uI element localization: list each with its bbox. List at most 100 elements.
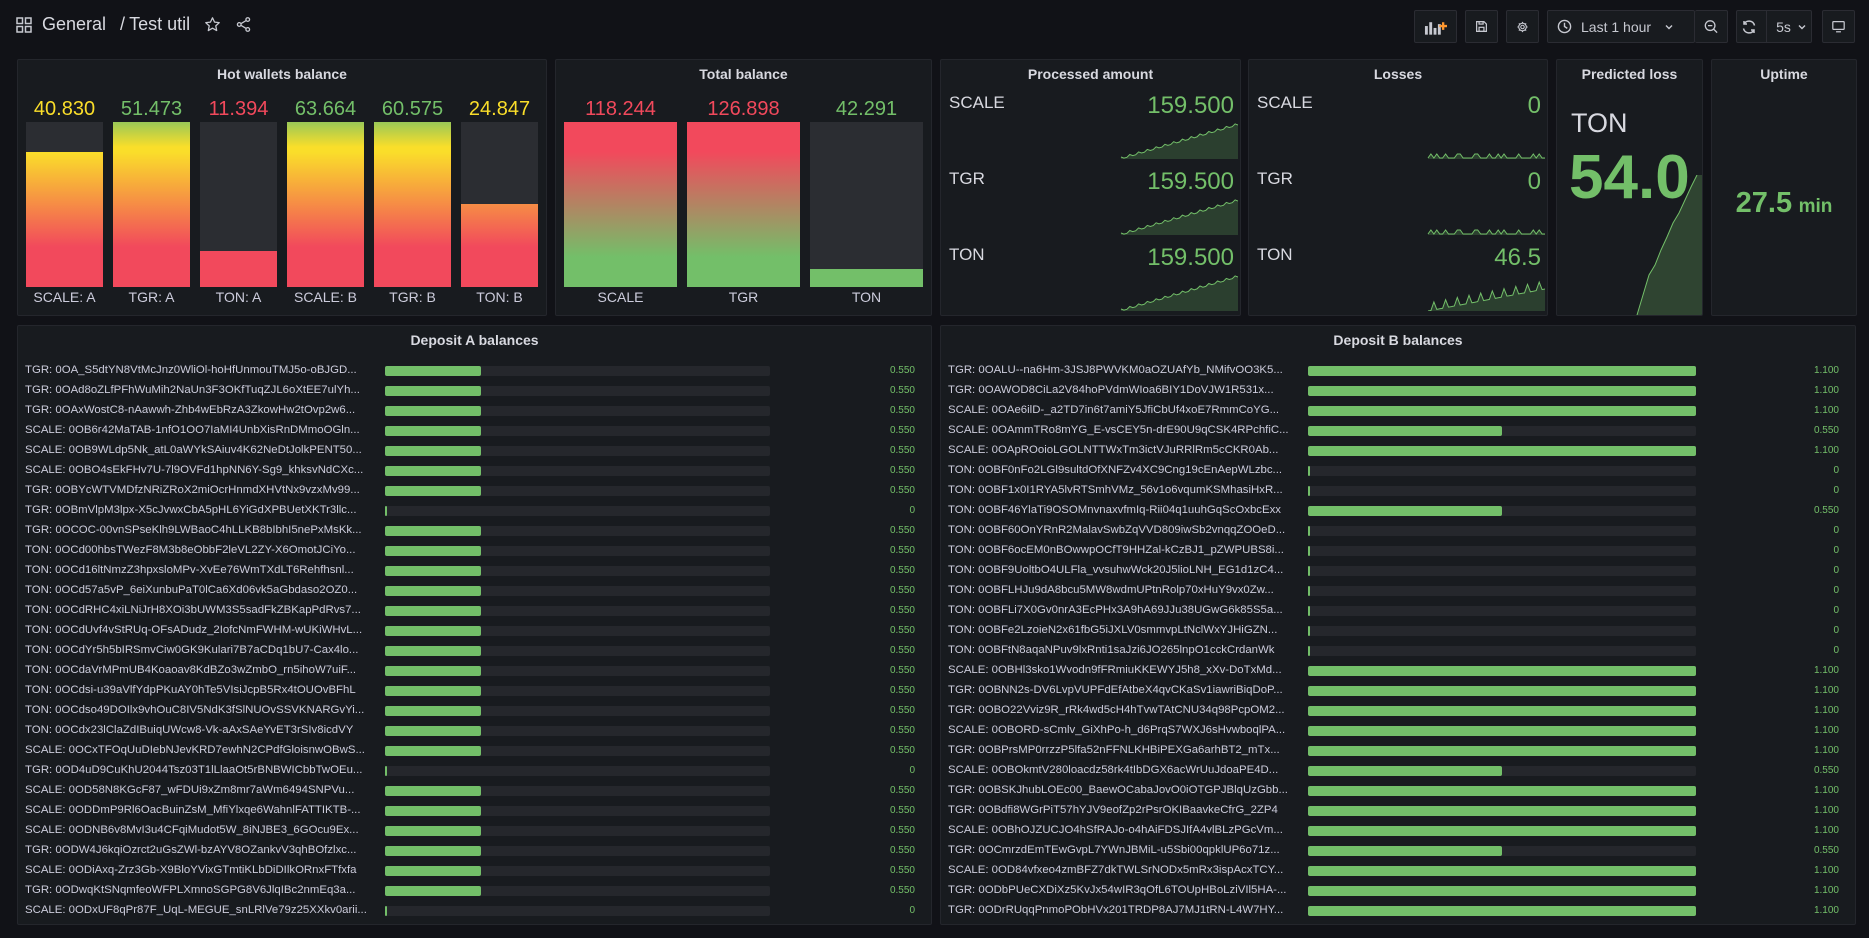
table-row[interactable]: SCALE: 0OBOkmtV280loacdz58rk4tIbDGX6acWr… [941, 761, 1855, 781]
table-row[interactable]: TGR: 0OAd8oZLfPFhWuMih2NaUn3F3OKfTuqZJL6… [18, 381, 931, 401]
table-row[interactable]: SCALE: 0ODDmP9Rl6OacBuinZsM_MfiYlxqe6Wah… [18, 801, 931, 821]
table-row[interactable]: SCALE: 0OBHl3sko1Wvodn9fFRmiuKKEWYJ5h8_x… [941, 661, 1855, 681]
panel-deposit-b-balances[interactable]: Deposit B balances TGR: 0OALU--na6Hm-3JS… [940, 325, 1856, 925]
apps-grid-icon[interactable] [16, 16, 32, 33]
table-row[interactable]: TGR: 0ODrRUqqPnmoPObHVx201TRDP8AJ7MJ1tRN… [941, 901, 1855, 921]
table-row-bar-fill [1308, 766, 1502, 776]
table-row[interactable]: SCALE: 0OAmmTRo8mYG_E-vsCEY5n-drE90U9qCS… [941, 421, 1855, 441]
panel-total-balance[interactable]: Total balance 118.244 SCALE 126.898 TGR 42.2… [555, 59, 932, 316]
table-row[interactable]: TON: 0OBF6ocEM0nBOwwpOCfT9HHZal-kCzBJ1_p… [941, 541, 1855, 561]
table-row-bar [1308, 386, 1696, 396]
table-row[interactable]: SCALE: 0OAe6ilD-_a2TD7in6t7amiY5JfiCbUf4… [941, 401, 1855, 421]
table-row[interactable]: SCALE: 0OB9WLdp5Nk_atL0aWYkSAiuv4K62NeDt… [18, 441, 931, 461]
table-row[interactable]: TGR: 0ODW4J6kqiOzrct2uGsZWl-bzAYV8OZankv… [18, 841, 931, 861]
tv-mode-button[interactable] [1822, 10, 1855, 43]
table-row[interactable]: TGR: 0ODbPUeCXDiXz5KvJx54wIR3qOfL6TOUpHB… [941, 881, 1855, 901]
panel-title[interactable]: Losses [1373, 66, 1423, 82]
table-row[interactable]: TON: 0OBFtN8aqaNPuv9lxRnti1saJzi6JO265ln… [941, 641, 1855, 661]
breadcrumb-folder[interactable]: General [42, 14, 107, 34]
table-row[interactable]: SCALE: 0OD58N8KGcF87_wFDUi9xZm8mr7aWm649… [18, 781, 931, 801]
table-row-name: SCALE: 0OB9WLdp5Nk_atL0aWYkSAiuv4K62NeDt… [25, 444, 362, 456]
table-row[interactable]: TGR: 0OBO22Vviz9R_rRk4wd5cH4hTvwTAtCNU34… [941, 701, 1855, 721]
table-row[interactable]: TGR: 0OBmVlpM3lpx-X5cJvwxCbA5pHL6YiGdXPB… [18, 501, 931, 521]
table-row[interactable]: TON: 0OBFe2LzoieN2x61fbG5iJXLV0smmvpLtNc… [941, 621, 1855, 641]
table-row[interactable]: SCALE: 0OBhOJZUCJO4hSfRAJo-o4hAiFDSJIfA4… [941, 821, 1855, 841]
table-row[interactable]: TON: 0OBF0nFo2LGl9sultdOfXNFZv4XC9Cng19c… [941, 461, 1855, 481]
panel-processed-amount[interactable]: Processed amount SCALE 159.500 TGR 159.500 T… [940, 59, 1241, 316]
table-row[interactable]: SCALE: 0OApROoioLGOLNTTWxTm3ictVJuRRlRm5… [941, 441, 1855, 461]
table-row[interactable]: SCALE: 0ODiAxq-Zrz3Gb-X9BloYVixGTmtiKLbD… [18, 861, 931, 881]
panel-losses[interactable]: Losses SCALE 0 TGR 0 TON 46.5 [1248, 59, 1548, 316]
panel-deposit-a-balances[interactable]: Deposit A balances TGR: 0OA_S5dtYN8VtMcJ… [17, 325, 932, 925]
save-dashboard-button[interactable] [1465, 10, 1498, 43]
table-row[interactable]: TGR: 0OAxWostC8-nAawwh-Zhb4wEbRzA3ZkowHw… [18, 401, 931, 421]
refresh-button[interactable] [1732, 11, 1766, 42]
table-row[interactable]: SCALE: 0ODxUF8qPr87F_UqL-MEGUE_snLRlVe79… [18, 901, 931, 921]
refresh-interval-select[interactable]: 5s [1766, 11, 1816, 42]
panel-title[interactable]: Total balance [699, 66, 788, 82]
table-row[interactable]: TGR: 0OALU--na6Hm-3JSJ8PWVKM0aOZUAfYb_NM… [941, 361, 1855, 381]
table-row-name: SCALE: 0OBHl3sko1Wvodn9fFRmiuKKEWYJ5h8_x… [948, 664, 1282, 676]
panel-title[interactable]: Deposit A balances [410, 332, 539, 348]
table-row[interactable]: TGR: 0OD4uD9CuKhU2044Tsz03T1lLlaaOt5rBNB… [18, 761, 931, 781]
table-row[interactable]: SCALE: 0OBORD-sCmlv_GiXhPo-h_d6PrqS7WXJ6… [941, 721, 1855, 741]
table-row[interactable]: TON: 0OBF46YlaTi9OSOMnvnaxvfmIq-Rii04q1u… [941, 501, 1855, 521]
table-row[interactable]: TGR: 0OAWOD8CiLa2V84hoPVdmWIoa6BIY1DoVJW… [941, 381, 1855, 401]
table-row[interactable]: SCALE: 0OD84vfxeo4zmBFZ7dkTWLSrNODx5mRx3… [941, 861, 1855, 881]
panel-title[interactable]: Hot wallets balance [217, 66, 347, 82]
bar-gauge-fill [287, 122, 364, 287]
table-row[interactable]: TON: 0OCdYr5h5bIRSmvCiw0GK9Kulari7B7aCDq… [18, 641, 931, 661]
table-row[interactable]: SCALE: 0ODNB6v8MvI3u4CFqiMudot5W_8iNJBE3… [18, 821, 931, 841]
uptime-unit: min [1798, 196, 1833, 217]
table-row-bar-fill [1308, 646, 1310, 656]
table-row[interactable]: TON: 0OCdsi-u39aVlfYdpPKuAY0hTe5VIsiJcpB… [18, 681, 931, 701]
table-row[interactable]: TON: 0OCdso49DOIlx9vhOuC8IV5NdK3fSlNUOvS… [18, 701, 931, 721]
table-row[interactable]: TGR: 0OBSKJhubLOEc00_BaewOCabaJovO0iOTGP… [941, 781, 1855, 801]
panel-title[interactable]: Deposit B balances [1333, 332, 1463, 348]
table-row-value: 0.550 [889, 645, 915, 656]
panel-title[interactable]: Uptime [1760, 66, 1808, 82]
panel-uptime[interactable]: Uptime 27.5 min [1711, 59, 1857, 316]
panel-hot-wallets-balance[interactable]: Hot wallets balance 40.830 SCALE: A 51.473… [17, 59, 547, 316]
panel-title[interactable]: Processed amount [1027, 66, 1154, 82]
table-row-value: 0.550 [889, 745, 915, 756]
table-row-value: 0.550 [889, 405, 915, 416]
table-row[interactable]: TON: 0OBF60OnYRnR2MalavSwbZqVVD809iwSb2v… [941, 521, 1855, 541]
table-row[interactable]: TON: 0OCd57a5vP_6eiXunbuPaT0lCa6Xd06vk5a… [18, 581, 931, 601]
panel-title[interactable]: Predicted loss [1581, 66, 1678, 82]
table-row[interactable]: TON: 0OCdUvf4vStRUq-OFsADudz_2IofcNmFWHM… [18, 621, 931, 641]
table-row-bar [385, 806, 770, 816]
table-row[interactable]: TON: 0OCd16ltNmzZ3hpxsloMPv-XvEe76WmTXdL… [18, 561, 931, 581]
panel-predicted-loss[interactable]: Predicted loss TON 54.0 [1556, 59, 1703, 316]
table-row[interactable]: TGR: 0OBNN2s-DV6LvpVUPFdEfAtbeX4qvCKaSv1… [941, 681, 1855, 701]
add-panel-button[interactable] [1414, 10, 1457, 43]
table-row[interactable]: SCALE: 0OCxTFOqUuDIebNJevKRD7ewhN2CPdfGl… [18, 741, 931, 761]
table-row[interactable]: TGR: 0OA_S5dtYN8VtMcJnz0WliOl-hoHfUnmouT… [18, 361, 931, 381]
table-row[interactable]: TON: 0OCdaVrMPmUB4Koaoav8KdBZo3wZmbO_rn5… [18, 661, 931, 681]
time-range-picker[interactable]: Last 1 hour [1547, 10, 1695, 43]
table-row[interactable]: TON: 0OCd00hbsTWezF8M3b8eObbF2leVL2ZY-X6… [18, 541, 931, 561]
table-row[interactable]: TGR: 0OBYcWTVMDfzNRiZRoX2miOcrHnmdXHVtNx… [18, 481, 931, 501]
table-row[interactable]: TON: 0OBF9UoltbO4ULFla_vvsuhwWck20J5lioL… [941, 561, 1855, 581]
zoom-out-button[interactable] [1695, 10, 1728, 43]
table-row[interactable]: TGR: 0OBPrsMP0rrzzP5lfa52nFFNLKHBiPEXGa6… [941, 741, 1855, 761]
table-row[interactable]: TGR: 0ODwqKtSNqmfeoWFPLXmnoSGPG8V6JlqIBc… [18, 881, 931, 901]
table-row[interactable]: TGR: 0OCmrzdEmTEwGvpL7YWnJBMiL-u5Sbi00qp… [941, 841, 1855, 861]
table-row[interactable]: TGR: 0OBdfi8WGrPiT57hYJV9eofZp2rPsrOKIBa… [941, 801, 1855, 821]
share-icon[interactable] [235, 16, 252, 33]
table-row[interactable]: SCALE: 0OB6r42MaTAB-1nfO1OO7IaMI4UnbXisR… [18, 421, 931, 441]
table-row[interactable]: TON: 0OCdx23lClaZdIBuiqUWcw8-Vk-aAxSAeYv… [18, 721, 931, 741]
star-icon[interactable] [204, 16, 221, 33]
table-row-bar-fill [385, 446, 481, 456]
table-row[interactable]: TON: 0OBF1x0I1RYA5lvRTSmhVMz_56v1o6vqumK… [941, 481, 1855, 501]
table-row[interactable]: TON: 0OBFLi7X0Gv0nrA3EcPHx3A9hA69JJu38UG… [941, 601, 1855, 621]
dashboard-settings-button[interactable] [1506, 10, 1539, 43]
dashboard-title[interactable]: Test util [129, 14, 191, 34]
table-row[interactable]: TON: 0OCdRHC4xiLNiJrH8XOi3bUWM3S5sadFkZB… [18, 601, 931, 621]
table-row[interactable]: SCALE: 0OBO4sEkFHv7U-7l9OVFd1hpNN6Y-Sg9_… [18, 461, 931, 481]
table-row[interactable]: TGR: 0OCOC-00vnSPseKlh9LWBaoC4hLLKB8bIbh… [18, 521, 931, 541]
refresh-picker[interactable]: 5s [1736, 10, 1812, 43]
table-row-value: 0.550 [889, 705, 915, 716]
table-row-name: TGR: 0ODrRUqqPnmoPObHVx201TRDP8AJ7MJ1tRN… [948, 904, 1284, 916]
table-row[interactable]: TON: 0OBFLHJu9dA8bcu5MW8wdmUPtnRolp70xHu… [941, 581, 1855, 601]
